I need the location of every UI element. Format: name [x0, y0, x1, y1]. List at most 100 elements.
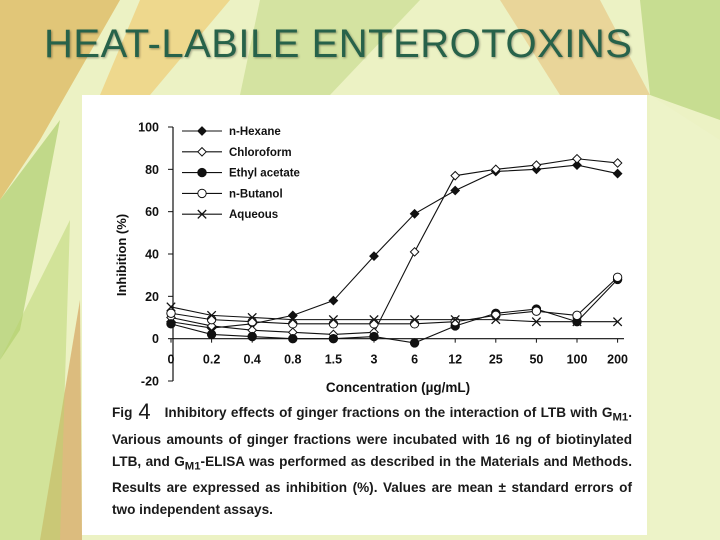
data-point-n-hexane	[328, 295, 339, 306]
legend-label: n-Hexane	[229, 126, 281, 138]
series-line-n-hexane	[170, 164, 618, 329]
legend-label: Chloroform	[229, 147, 292, 159]
data-point-n-butanol	[247, 317, 257, 327]
legend-item-ethyl-acetate: Ethyl acetate	[182, 168, 300, 180]
x-tick-label: 0.8	[284, 353, 301, 367]
series-chloroform	[166, 153, 623, 340]
data-point-chloroform	[490, 164, 501, 175]
x-tick-label: 0.4	[244, 353, 261, 367]
data-point-chloroform	[612, 158, 623, 168]
data-point-n-butanol	[531, 306, 542, 316]
data-point-n-hexane	[572, 160, 582, 171]
legend-label: n-Butanol	[229, 188, 283, 200]
caption-text-3: -ELISA was performed as described in the…	[112, 453, 632, 518]
caption-text-1: Inhibitory effects of ginger fractions o…	[164, 405, 613, 420]
legend-item-n-butanol: n-Butanol	[182, 188, 283, 200]
data-point-aqueous	[369, 314, 379, 325]
data-point-aqueous	[450, 314, 460, 325]
x-tick-label: 50	[529, 353, 543, 367]
data-point-chloroform	[450, 170, 461, 181]
legend-marker	[197, 209, 207, 219]
data-point-aqueous	[288, 314, 298, 325]
x-tick-label: 1.5	[325, 353, 342, 367]
series-line-n-butanol	[170, 276, 618, 325]
legend-item-aqueous: Aqueous	[182, 209, 278, 221]
series-line-ethyl-acetate	[170, 279, 618, 344]
line-chart: -20 0 20 40 60 80 100 0 0.2 0.4 0.8 1.5 3 6 12 25 50 100…	[114, 121, 628, 396]
series-line-aqueous	[170, 306, 618, 323]
data-point-aqueous	[328, 314, 339, 325]
x-tick-label: 200	[607, 353, 628, 367]
y-tick-label: 0	[152, 332, 159, 346]
data-point-aqueous	[206, 310, 217, 321]
data-point-n-butanol	[288, 319, 298, 329]
legend-item-chloroform: Chloroform	[182, 147, 292, 159]
x-tick-label: 3	[371, 353, 378, 367]
data-point-n-butanol	[409, 319, 420, 329]
data-point-n-butanol	[206, 314, 217, 325]
caption-subscript-1: M1	[612, 411, 629, 424]
y-axis-title: Inhibition (%)	[114, 214, 129, 296]
data-point-chloroform	[531, 160, 542, 171]
data-point-n-hexane	[409, 208, 420, 219]
x-tick-label: 0.2	[203, 353, 220, 367]
x-tick-label: 100	[567, 353, 588, 367]
x-tick-label: 6	[411, 353, 418, 367]
data-point-n-hexane	[369, 251, 379, 262]
series-line-chloroform	[170, 158, 618, 335]
legend-marker	[197, 167, 207, 178]
data-point-ethyl-acetate	[206, 329, 217, 340]
data-point-n-butanol	[572, 310, 582, 321]
chart-legend: n-Hexane Chloroform Ethyl acetate n-Butanol…	[182, 126, 300, 221]
x-tick-label: 25	[489, 353, 503, 367]
y-tick-label: -20	[141, 375, 159, 389]
x-tick-label: 0	[168, 353, 175, 367]
legend-marker	[197, 126, 207, 136]
data-point-n-hexane	[287, 310, 298, 321]
caption-subscript-2: M1	[184, 460, 201, 473]
figure-caption: Fig 4 Inhibitory effects of ginger fractio…	[112, 401, 632, 521]
data-point-n-hexane	[450, 185, 461, 196]
data-point-aqueous	[612, 317, 623, 327]
data-point-ethyl-acetate	[288, 333, 298, 344]
chart-axes	[172, 127, 624, 381]
data-point-n-hexane	[612, 168, 623, 179]
data-point-ethyl-acetate	[369, 331, 379, 342]
y-tick-label: 20	[145, 290, 159, 304]
chart-series	[166, 153, 623, 348]
slide-title: HEAT-LABILE ENTEROTOXINS	[44, 22, 633, 66]
data-point-n-butanol	[491, 310, 501, 321]
figure-panel: -20 0 20 40 60 80 100 0 0.2 0.4 0.8 1.5 3 6 12 25 50 100…	[82, 95, 647, 535]
data-point-aqueous	[572, 317, 582, 327]
data-point-chloroform	[572, 153, 582, 164]
legend-item-n-hexane: n-Hexane	[182, 126, 281, 138]
data-point-chloroform	[409, 246, 420, 257]
y-tick-label: 100	[138, 121, 159, 135]
caption-text-2: . Various amounts of ginger fractions we…	[112, 405, 632, 469]
series-aqueous	[166, 302, 623, 327]
data-point-aqueous	[166, 302, 176, 312]
series-n-hexane	[166, 160, 623, 333]
y-tick-label: 60	[145, 205, 159, 219]
figure-number: 4	[138, 399, 151, 424]
x-axis-title: Concentration (µg/mL)	[326, 380, 470, 395]
data-point-ethyl-acetate	[166, 319, 176, 329]
data-point-n-butanol	[166, 308, 176, 318]
y-tick-label: 40	[145, 248, 159, 262]
data-point-aqueous	[491, 314, 501, 325]
data-point-aqueous	[409, 314, 420, 325]
data-point-n-butanol	[328, 319, 339, 329]
data-point-n-butanol	[369, 319, 379, 329]
data-point-aqueous	[247, 312, 257, 323]
x-axis-ticks: 0 0.2 0.4 0.8 1.5 3 6 12 25 50 100 200	[168, 338, 628, 367]
series-ethyl-acetate	[166, 274, 623, 348]
data-point-ethyl-acetate	[409, 338, 420, 348]
data-point-ethyl-acetate	[247, 331, 257, 342]
data-point-ethyl-acetate	[328, 333, 339, 344]
data-point-n-butanol	[612, 272, 623, 282]
legend-label: Ethyl acetate	[229, 168, 300, 180]
data-point-aqueous	[531, 317, 542, 327]
figure-label: Fig	[112, 405, 133, 420]
legend-marker	[197, 188, 207, 199]
legend-marker	[197, 146, 207, 157]
